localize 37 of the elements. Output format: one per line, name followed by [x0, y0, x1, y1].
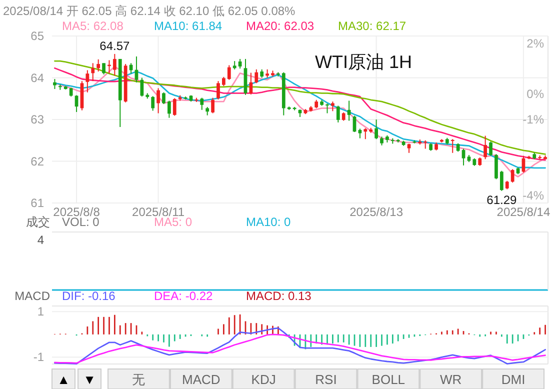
text: MA30: 62.17: [338, 19, 406, 33]
text: BOLL: [372, 372, 406, 387]
y-tick-label: -1: [33, 350, 44, 364]
y-tick-label: 65: [30, 29, 44, 43]
text: DMI: [501, 372, 526, 387]
y-tick-label: 63: [30, 112, 44, 126]
text: DEA: -0.22: [154, 289, 214, 303]
y2-tick-label: 2%: [526, 36, 544, 51]
y-tick-label: 61: [30, 196, 44, 210]
y-tick-label: 1: [37, 304, 44, 319]
text: MACD: [182, 372, 220, 387]
y2-tick-label: -4%: [522, 188, 544, 202]
annotation: 61.29: [486, 192, 518, 207]
text: DIF: -0.16: [62, 289, 116, 303]
y2-tick-label: -1%: [522, 112, 544, 126]
text: 成交: [26, 215, 50, 229]
text: MA10: 61.84: [154, 19, 222, 33]
text: KDJ: [251, 372, 276, 387]
text: MA5: 62.08: [62, 19, 124, 33]
text: WTI原油 1H: [315, 52, 412, 72]
y-tick-label: 64: [30, 70, 44, 85]
x-tick-label: 2025/8/13: [350, 205, 404, 219]
legend-label: MA10: 0: [246, 215, 292, 229]
text: MA20: 62.03: [246, 19, 314, 33]
y-tick-label: 62: [30, 154, 44, 168]
x-tick-label: 2025/8/14: [496, 205, 550, 219]
series-label: MACD: 0.13: [246, 289, 312, 303]
annotation: 64.57: [100, 38, 130, 53]
chart-subtitle: 2025/08/14 开 62.05 高 62.14 收 62.10 低 62.05 0.08%: [3, 4, 296, 18]
text: RSI: [315, 372, 337, 387]
y2-tick-label: 0%: [526, 87, 544, 102]
text: ▼: [83, 372, 96, 387]
text: 无: [132, 372, 146, 387]
text: WR: [440, 372, 462, 387]
text: ▲: [57, 372, 70, 387]
chart-title: MACD: [14, 289, 50, 303]
text: 4: [37, 233, 44, 247]
